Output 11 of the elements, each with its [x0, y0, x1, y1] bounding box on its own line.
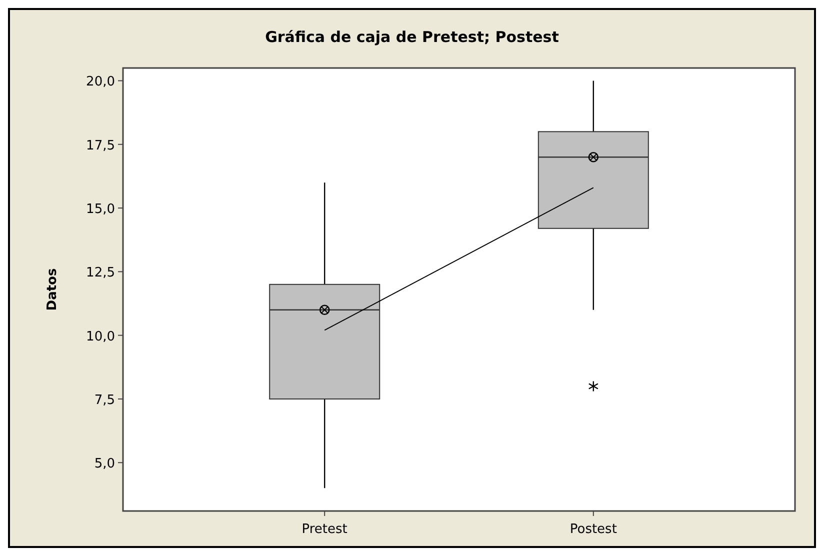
y-tick-label: 10,0 [86, 329, 115, 344]
y-tick-label: 20,0 [86, 74, 115, 90]
chart-title: Gráfica de caja de Pretest; Postest [265, 28, 559, 46]
y-tick-label: 5,0 [94, 456, 115, 472]
x-tick-label: Postest [570, 522, 617, 537]
y-tick-label: 12,5 [86, 266, 115, 281]
y-axis-title: Datos [45, 268, 60, 311]
y-tick-label: 17,5 [86, 138, 115, 154]
y-tick-label: 15,0 [86, 202, 115, 218]
x-tick-label: Pretest [302, 522, 348, 537]
y-tick-label: 7,5 [94, 392, 115, 408]
